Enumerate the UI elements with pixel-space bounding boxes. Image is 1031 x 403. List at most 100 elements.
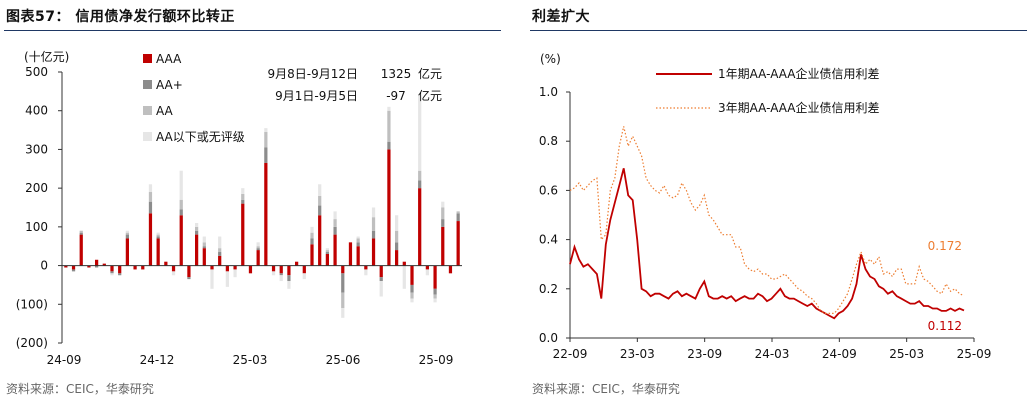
end-value-label: 0.172 — [928, 239, 962, 253]
y-tick-label: 0.4 — [539, 233, 558, 247]
bar-segment — [418, 170, 422, 181]
bar-segment — [156, 236, 160, 239]
bar-segment — [256, 248, 260, 251]
bar-segment — [433, 294, 437, 299]
bar-segment — [87, 265, 91, 268]
legend-label: AA以下或无评级 — [156, 130, 245, 144]
bar-segment — [456, 211, 460, 214]
bar-segment — [241, 193, 245, 200]
bar-segment — [264, 147, 268, 163]
y-tick-label: (200) — [16, 336, 48, 350]
annotation-value: 1325 — [381, 67, 412, 81]
bar-segment — [110, 265, 114, 272]
y-tick-label: 100 — [25, 220, 48, 234]
legend-swatch — [143, 54, 152, 63]
bar-segment — [448, 265, 453, 274]
bar-segment — [310, 244, 314, 266]
legend-swatch — [143, 80, 152, 89]
bar-segment — [179, 209, 183, 216]
bar-segment — [148, 201, 153, 214]
y-unit-label: (十亿元) — [24, 49, 69, 64]
bar-segment — [210, 265, 214, 270]
bar-segment — [379, 277, 383, 282]
bar-segment — [79, 234, 83, 266]
bar-segment — [225, 271, 229, 287]
bar-segment — [410, 292, 414, 299]
bar-segment — [425, 265, 429, 270]
bar-segment — [179, 199, 183, 210]
right-panel: 利差扩大 (%) 0.0 0.2 0.4 0.6 0.8 1.0 22-09 23-03 23-0… — [526, 0, 1031, 403]
legend-label: AAA — [156, 52, 182, 66]
bar-segment — [179, 170, 183, 200]
bar-segment — [256, 250, 260, 266]
bar-segment — [379, 281, 383, 297]
bar-segment — [456, 221, 460, 266]
bar-segment — [295, 261, 299, 266]
bar-segment — [218, 236, 222, 249]
bar-segment — [125, 238, 129, 266]
bar-segment — [325, 248, 329, 251]
x-tick-label: 24-09 — [822, 347, 857, 361]
bar-segment — [95, 265, 99, 268]
y-tick-label: 0 — [40, 259, 48, 273]
bar-segment — [156, 232, 160, 235]
bar-segment — [395, 242, 399, 251]
bar-segment — [310, 238, 314, 245]
bar-segment — [279, 275, 283, 282]
bar-segment — [241, 188, 245, 194]
bar-segment — [279, 273, 283, 276]
annotation-unit: 亿元 — [418, 66, 442, 81]
bar-segment — [395, 250, 399, 266]
y-tick-label: 1.0 — [539, 85, 558, 99]
bar-segment — [387, 106, 391, 111]
bar-segment — [148, 184, 153, 193]
bar-segment — [71, 265, 76, 270]
bar-segment — [418, 188, 422, 266]
bar-segment — [148, 213, 153, 266]
y-tick-label: 0.2 — [539, 282, 558, 296]
bar-segment — [433, 265, 437, 289]
x-tick-label: 25-06 — [326, 353, 361, 367]
bar-segment — [110, 271, 114, 274]
bar-segment — [325, 252, 329, 254]
bar-segment — [418, 95, 422, 171]
bar-segment — [156, 238, 160, 266]
net-issuance-bar-chart: (十亿元) (200) (100) 0 100 200 300 400 500 24-09 24-1… — [16, 49, 462, 367]
bar-segment — [395, 230, 399, 243]
y-tick-label: 0.0 — [539, 331, 558, 345]
bar-segment — [133, 265, 137, 270]
bar-segment — [433, 288, 437, 295]
annotation-unit: 亿元 — [418, 88, 442, 103]
bar-segment — [318, 205, 322, 216]
bar-segment — [325, 250, 329, 253]
bar-segment — [202, 246, 206, 249]
bar-segment — [356, 238, 360, 243]
bar-segment — [433, 298, 437, 303]
bar-segment — [441, 201, 445, 208]
bar-segment — [118, 273, 122, 276]
bar-segment — [179, 215, 183, 266]
bar-segment — [341, 292, 345, 309]
bar-segment — [218, 255, 222, 266]
x-tick-label: 25-09 — [957, 347, 992, 361]
bar-segment — [256, 242, 260, 247]
x-tick-label: 24-09 — [47, 353, 82, 367]
legend-label: AA+ — [156, 78, 183, 92]
bar-segment — [410, 265, 414, 285]
bar-segment — [318, 184, 322, 196]
bar-segment — [387, 141, 391, 150]
bar-segment — [410, 298, 414, 303]
bar-segment — [402, 261, 406, 266]
x-tick-label: 23-09 — [687, 347, 722, 361]
bar-segment — [333, 211, 337, 220]
bar-segment — [171, 265, 176, 272]
bar-segment — [125, 232, 129, 235]
bar-segment — [441, 207, 445, 220]
bar-segment — [125, 234, 129, 239]
bar-segment — [371, 207, 376, 218]
bar-segment — [425, 269, 429, 276]
bar-segment — [202, 248, 206, 266]
bar-segment — [356, 236, 360, 239]
bar-segment — [95, 259, 99, 266]
y-tick-label: 500 — [25, 65, 48, 79]
